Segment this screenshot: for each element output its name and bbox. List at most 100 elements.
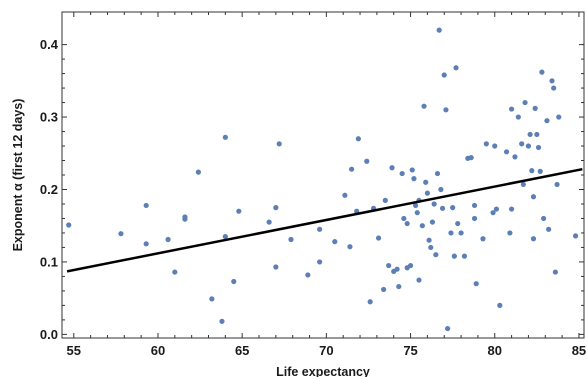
data-point (572, 233, 579, 239)
data-point (399, 170, 405, 177)
data-point (512, 154, 518, 160)
y-axis-title: Exponent α (first 12 days) (11, 99, 25, 252)
data-point (549, 78, 555, 84)
data-point (554, 181, 560, 188)
x-tick-label: 65 (235, 343, 249, 358)
data-point (441, 72, 447, 78)
y-tick-label: 0.3 (40, 110, 58, 125)
data-points (66, 27, 579, 332)
data-point (386, 262, 392, 269)
data-point (468, 155, 474, 161)
x-tick-label: 80 (488, 343, 502, 358)
data-point (429, 219, 436, 225)
data-point (382, 197, 388, 203)
data-point (367, 299, 373, 305)
data-point (428, 244, 434, 251)
data-point (389, 165, 395, 171)
data-point (276, 141, 282, 147)
data-point (273, 264, 279, 270)
data-point (411, 176, 417, 182)
data-point (445, 325, 451, 332)
data-point (530, 194, 537, 200)
data-point (540, 215, 547, 222)
data-point (503, 149, 510, 155)
data-point (438, 186, 444, 193)
data-point (525, 143, 532, 149)
data-point (551, 85, 557, 91)
data-point (461, 253, 468, 259)
data-point (222, 233, 228, 240)
data-point (544, 118, 550, 124)
data-point (355, 136, 361, 142)
plot-frame (61, 11, 585, 339)
data-point (305, 272, 311, 278)
data-point (419, 223, 425, 229)
data-point (535, 144, 542, 151)
data-point (433, 252, 439, 258)
data-point (424, 190, 430, 196)
plot-area (61, 11, 585, 339)
y-tick-label: 0.0 (40, 327, 58, 342)
x-tick-label: 70 (319, 343, 333, 358)
data-point (288, 236, 294, 243)
data-point (342, 192, 348, 198)
data-point (453, 65, 459, 71)
x-axis: 55 60 65 70 75 80 85 (67, 12, 586, 358)
data-point (209, 296, 215, 302)
data-point (143, 241, 149, 247)
data-point (407, 262, 414, 269)
data-point (451, 253, 457, 259)
x-tick-label: 55 (67, 343, 81, 358)
data-point (273, 205, 279, 211)
data-point (515, 114, 521, 120)
data-point (458, 230, 464, 236)
data-point (483, 141, 489, 147)
data-point (448, 230, 454, 236)
data-point (519, 141, 525, 147)
data-point (231, 278, 237, 285)
data-point (332, 239, 338, 245)
data-point (527, 131, 533, 138)
y-tick-label: 0.2 (40, 182, 58, 197)
data-point (381, 286, 387, 293)
data-point (522, 99, 528, 106)
data-point (423, 179, 429, 185)
data-point (492, 143, 498, 149)
data-point (364, 158, 370, 164)
data-point (416, 277, 422, 283)
y-tick-label: 0.1 (40, 254, 58, 269)
data-point (195, 169, 201, 175)
data-point (439, 205, 446, 211)
data-point (473, 281, 479, 287)
data-point (222, 134, 228, 140)
data-point (118, 231, 124, 237)
data-point (532, 105, 538, 111)
data-point (534, 131, 540, 138)
data-point (266, 219, 272, 225)
data-point (172, 269, 178, 275)
data-point (317, 259, 323, 265)
data-point (182, 214, 188, 220)
data-point (431, 201, 437, 207)
data-point (552, 269, 558, 275)
data-point (236, 208, 242, 214)
data-point (219, 318, 225, 324)
data-point (143, 202, 149, 209)
data-point (396, 283, 402, 290)
data-point (537, 168, 543, 174)
data-point (317, 226, 323, 232)
data-point (434, 170, 441, 177)
data-point (520, 181, 526, 188)
data-point (497, 302, 503, 308)
data-point (507, 230, 513, 236)
trend-line (66, 167, 583, 273)
data-point (436, 27, 442, 33)
data-point (529, 168, 535, 174)
data-point (471, 202, 478, 209)
y-tick-label: 0.4 (40, 37, 59, 52)
data-point (480, 236, 486, 242)
x-tick-label: 60 (151, 343, 165, 358)
data-point (508, 106, 515, 112)
data-point (471, 215, 478, 222)
